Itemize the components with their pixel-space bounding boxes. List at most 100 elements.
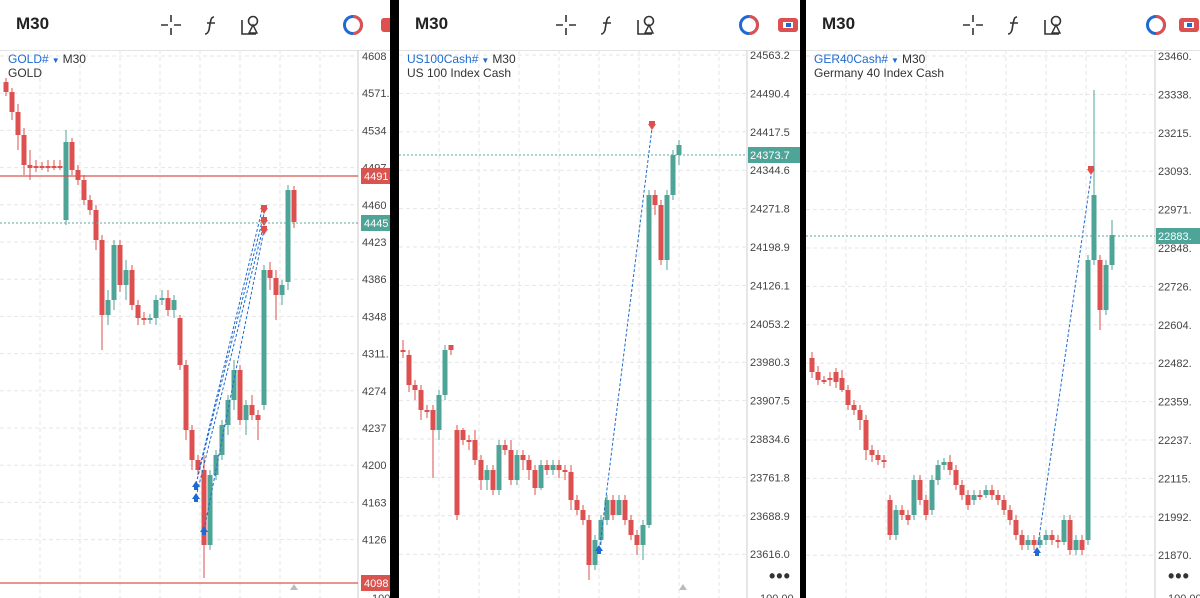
chart-panel-us100[interactable]: M30 24563.2 24490.4 24417.5 24344.6 24271.8 2… [399, 0, 800, 598]
candle-body [1097, 260, 1103, 310]
account-icon[interactable] [342, 14, 364, 36]
candlesticks [3, 78, 297, 578]
candlestick [664, 190, 670, 270]
candle-body [418, 390, 424, 410]
timeframe-button[interactable]: M30 [415, 14, 449, 33]
candle-body [81, 180, 87, 200]
candle-body [177, 318, 183, 365]
candlestick [658, 200, 664, 265]
candle-body [827, 378, 833, 380]
candle-body [69, 142, 75, 170]
candle-body [171, 300, 177, 310]
more-options-icon[interactable]: ••• [769, 566, 791, 586]
candle-body [610, 500, 616, 515]
trade-icon[interactable] [777, 14, 799, 36]
candle-body [195, 460, 201, 470]
candle-body [15, 112, 21, 135]
crosshair-icon[interactable] [160, 14, 182, 36]
price-chart[interactable]: 23460. 23338. 23215. 23093. 22971. 22848. 2272… [806, 0, 1200, 598]
bid-price-tag [361, 215, 390, 231]
symbol-label[interactable]: GER40Cash# ▼ M30 [814, 52, 926, 66]
candlestick [291, 186, 297, 228]
candlestick [273, 270, 279, 320]
candlestick [881, 455, 887, 468]
candlestick [965, 490, 971, 510]
objects-icon[interactable] [636, 14, 658, 36]
account-icon[interactable] [738, 14, 760, 36]
candle-body [1007, 510, 1013, 520]
crosshair-icon[interactable] [555, 14, 577, 36]
account-icon[interactable] [1145, 14, 1167, 36]
function-icon[interactable] [200, 14, 222, 36]
candlestick [249, 395, 255, 420]
sell-arrow-icon [648, 121, 656, 130]
bid-price-tag [1156, 228, 1200, 244]
candle-body [1109, 235, 1115, 265]
candle-body [490, 470, 496, 490]
candle-body [412, 385, 418, 390]
candlestick [454, 425, 460, 520]
candlestick [105, 290, 111, 325]
candle-body [1085, 260, 1091, 540]
candle-body [845, 390, 851, 405]
candlestick [267, 262, 273, 290]
function-icon[interactable] [596, 14, 618, 36]
candlestick [207, 470, 213, 550]
function-icon[interactable] [1003, 14, 1025, 36]
candle-body [863, 420, 869, 450]
price-tick-label: 4237 [362, 423, 386, 435]
candlestick [604, 495, 610, 525]
candle-body [881, 460, 887, 462]
candle-body [1049, 535, 1055, 540]
price-tick-label: 24198.9 [750, 242, 790, 254]
candlestick [815, 366, 821, 385]
price-tick-label: 24053.2 [750, 319, 790, 331]
candlestick [231, 360, 237, 410]
timeframe-button[interactable]: M30 [16, 14, 50, 33]
price-chart[interactable]: 46084571.4534449744604423438643484311.42… [0, 0, 390, 598]
candle-body [634, 535, 640, 545]
candle-body [953, 470, 959, 485]
candlestick [875, 450, 881, 465]
trade-icon[interactable] [380, 14, 390, 36]
candle-body [472, 440, 478, 460]
candlestick [502, 440, 508, 455]
symbol-label[interactable]: GOLD# ▼ M30 [8, 52, 86, 66]
price-tick-label: 4348 [362, 311, 386, 323]
candlestick [87, 195, 93, 215]
candle-body [243, 405, 249, 420]
candlesticks [400, 140, 682, 580]
chart-toolbar: M30 [806, 0, 1200, 51]
objects-icon[interactable] [240, 14, 262, 36]
candlestick [622, 495, 628, 525]
candle-body [189, 430, 195, 460]
candlestick [520, 450, 526, 470]
more-options-icon[interactable]: ••• [1168, 566, 1190, 586]
price-chart[interactable]: 24563.2 24490.4 24417.5 24344.6 24271.8 24198… [399, 0, 800, 598]
candle-body [9, 92, 15, 112]
price-tick-label: 23215. [1158, 128, 1192, 140]
candle-body [574, 500, 580, 510]
trade-icon[interactable] [1178, 14, 1200, 36]
objects-icon[interactable] [1043, 14, 1065, 36]
candle-body [646, 195, 652, 525]
candlestick [989, 485, 995, 500]
candlestick [863, 415, 869, 460]
symbol-description: US 100 Index Cash [407, 66, 512, 80]
candle-body [201, 470, 207, 545]
candle-body [279, 285, 285, 295]
bid-price-label: 4445 [364, 218, 388, 230]
price-tick-label: 4126 [362, 535, 386, 547]
crosshair-icon[interactable] [962, 14, 984, 36]
candle-body [93, 210, 99, 240]
candlestick [833, 368, 839, 388]
price-tick-label: 4200 [362, 460, 386, 472]
symbol-label[interactable]: US100Cash# ▼ M30 [407, 52, 516, 66]
price-tick-label: 22237. [1158, 435, 1192, 447]
candle-body [869, 450, 875, 455]
chart-panel-ger40[interactable]: M30 23460. 23338. 23215. 23093. 22971. 22848.… [806, 0, 1200, 598]
candle-body [105, 300, 111, 315]
timeframe-button[interactable]: M30 [822, 14, 856, 33]
price-tick-label: 24563.2 [750, 50, 790, 62]
